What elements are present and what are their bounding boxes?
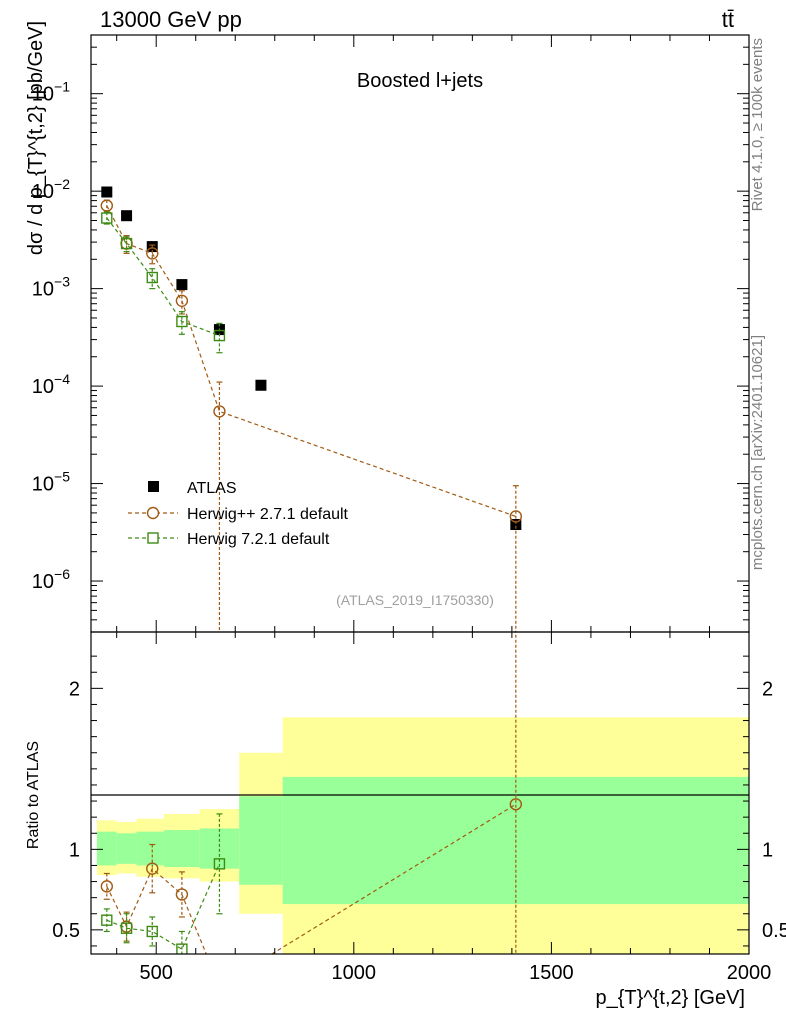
main-point-herwig7 xyxy=(176,315,188,328)
x-tick-label: 1500 xyxy=(529,962,574,984)
main-ytick-label: 10−3 xyxy=(32,274,70,301)
main-title: Boosted l+jets xyxy=(357,70,483,92)
main-point-herwig7 xyxy=(146,271,158,284)
legend-label-herwigpp: Herwig++ 2.7.1 default xyxy=(187,506,349,523)
main-ytick-label: 10−2 xyxy=(32,176,70,203)
main-data-layer xyxy=(100,186,523,632)
ratio-band-inner xyxy=(164,830,200,868)
main-point-herwig7 xyxy=(213,329,226,342)
ratio-band-inner xyxy=(239,796,283,885)
ratio-point-herwigpp xyxy=(175,888,189,901)
main-ytick-base: 10 xyxy=(32,474,54,496)
main-series-line xyxy=(106,217,220,337)
main-point-herwigpp xyxy=(213,405,226,418)
ratio-point-herwig7 xyxy=(101,914,113,926)
main-ylabel: dσ / d p_{T}^{t,2} [pb/GeV] xyxy=(25,21,47,255)
ratio-band-inner xyxy=(96,831,117,866)
main-point-herwigpp xyxy=(100,199,114,212)
legend-label-herwig7: Herwig 7.2.1 default xyxy=(187,531,330,548)
ratio-ytick-label-right: 2 xyxy=(762,678,773,700)
x-tick-label: 2000 xyxy=(727,962,772,984)
main-ytick-label: 10−5 xyxy=(32,469,70,496)
main-ytick-base: 10 xyxy=(32,279,54,301)
main-point-herwigpp xyxy=(175,294,189,308)
ratio-ytick-label-left: 1 xyxy=(69,839,80,861)
ratio-ytick-label-right: 1 xyxy=(762,839,773,861)
legend-label-atlas: ATLAS xyxy=(187,480,237,497)
ratio-panel-frame xyxy=(90,631,750,955)
main-ytick-label: 10−4 xyxy=(32,371,70,398)
ratio-point-herwigpp xyxy=(509,798,523,811)
main-point-herwigpp xyxy=(509,510,523,523)
energy-label: 13000 GeV pp xyxy=(100,7,242,32)
main-ytick-exponent: −5 xyxy=(54,469,70,485)
rivet-label: Rivet 4.1.0, ≥ 100k events xyxy=(749,38,766,211)
main-ytick-exponent: −2 xyxy=(54,176,70,192)
main-ytick-base: 10 xyxy=(32,376,54,398)
main-ytick-exponent: −3 xyxy=(54,274,70,290)
ratio-ytick-label-left: 0.5 xyxy=(52,920,80,942)
ratio-series-line xyxy=(106,803,517,954)
main-ytick-label: 10−6 xyxy=(32,566,70,593)
main-ytick-label: 10−1 xyxy=(32,79,70,106)
main-ytick-exponent: −6 xyxy=(54,566,70,582)
main-series-line xyxy=(106,205,517,518)
ratio-ytick-label-right: 0.5 xyxy=(762,920,786,942)
legend-marker-herwigpp xyxy=(146,506,160,520)
main-point-herwig7 xyxy=(101,212,113,224)
legend: ATLAS Herwig++ 2.7.1 default Herwig 7.2.… xyxy=(128,480,349,548)
ratio-point-herwig7 xyxy=(120,922,133,934)
main-ytick-exponent: −1 xyxy=(54,79,70,95)
main-point-atlas xyxy=(510,519,522,531)
x-axis-label: p_{T}^{t,2} [GeV] xyxy=(596,987,746,1009)
mcplots-label: mcplots.cern.ch [arXiv:2401.10621] xyxy=(749,335,766,570)
main-ytick-base: 10 xyxy=(32,181,54,203)
ratio-point-herwig7 xyxy=(213,858,226,870)
ratio-point-herwig7 xyxy=(176,943,188,954)
main-point-herwig7 xyxy=(120,237,133,250)
x-tick-label: 1000 xyxy=(332,962,377,984)
main-point-atlas xyxy=(176,279,188,291)
analysis-label: (ATLAS_2019_I1750330) xyxy=(336,592,494,608)
ratio-point-herwigpp xyxy=(146,862,159,875)
main-point-atlas xyxy=(255,379,267,391)
legend-marker-atlas xyxy=(148,481,159,492)
main-point-herwigpp xyxy=(146,247,159,260)
ratio-point-herwigpp xyxy=(214,981,225,992)
ratio-ylabel: Ratio to ATLAS xyxy=(25,741,42,849)
ratio-band-inner xyxy=(116,833,137,864)
main-point-atlas xyxy=(121,210,133,222)
process-label: tt̄ xyxy=(722,7,734,32)
main-ytick-exponent: −4 xyxy=(54,371,70,387)
x-tick-label: 500 xyxy=(140,962,173,984)
ratio-bands xyxy=(96,717,749,954)
ratio-point-herwig7 xyxy=(146,925,158,938)
ratio-band-inner xyxy=(136,831,165,866)
main-point-atlas xyxy=(101,186,113,198)
ratio-series-line xyxy=(106,863,220,951)
main-ytick-base: 10 xyxy=(32,84,54,106)
legend-marker-herwig7 xyxy=(147,532,159,544)
ratio-point-herwigpp xyxy=(100,880,114,893)
axis-ticks: 10−610−510−410−310−210−1500 1000 1500 20000… xyxy=(32,34,786,984)
main-ytick-base: 10 xyxy=(32,571,54,593)
ratio-ytick-label-left: 2 xyxy=(69,678,80,700)
ratio-data-layer xyxy=(100,632,523,992)
